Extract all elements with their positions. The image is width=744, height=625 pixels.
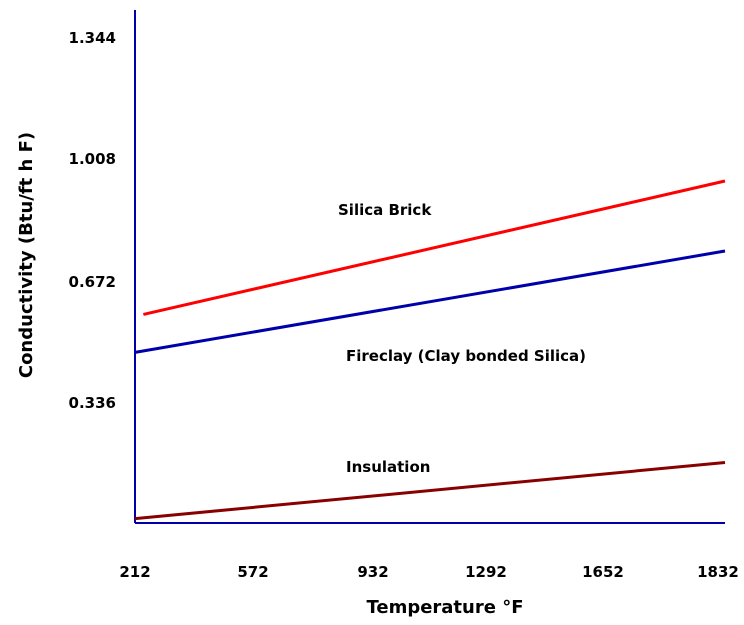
y-tick-label-2: 1.008 — [69, 150, 116, 168]
x-tick-label-5: 1652 — [582, 563, 624, 581]
series-line-fireclay — [134, 249, 726, 354]
x-axis-label: Temperature °F — [366, 597, 523, 618]
series-line-silica-brick — [143, 179, 726, 316]
x-tick-label-6: 1832 — [697, 563, 739, 581]
x-tick-label-4: 1292 — [465, 563, 507, 581]
series-label-silica-brick: Silica Brick — [338, 201, 432, 219]
series-label-fireclay: Fireclay (Clay bonded Silica) — [346, 347, 586, 365]
x-tick-label-2: 572 — [237, 563, 268, 581]
x-tick-label-1: 212 — [119, 563, 150, 581]
y-tick-label-3: 0.672 — [69, 273, 116, 291]
y-tick-label-1: 1.344 — [69, 29, 116, 47]
series-line-insulation — [134, 460, 726, 521]
y-tick-label-4: 0.336 — [69, 394, 116, 412]
y-axis-label: Conductivity (Btu/ft h F) — [16, 132, 37, 378]
series-label-insulation: Insulation — [346, 458, 430, 476]
x-tick-label-3: 932 — [357, 563, 388, 581]
